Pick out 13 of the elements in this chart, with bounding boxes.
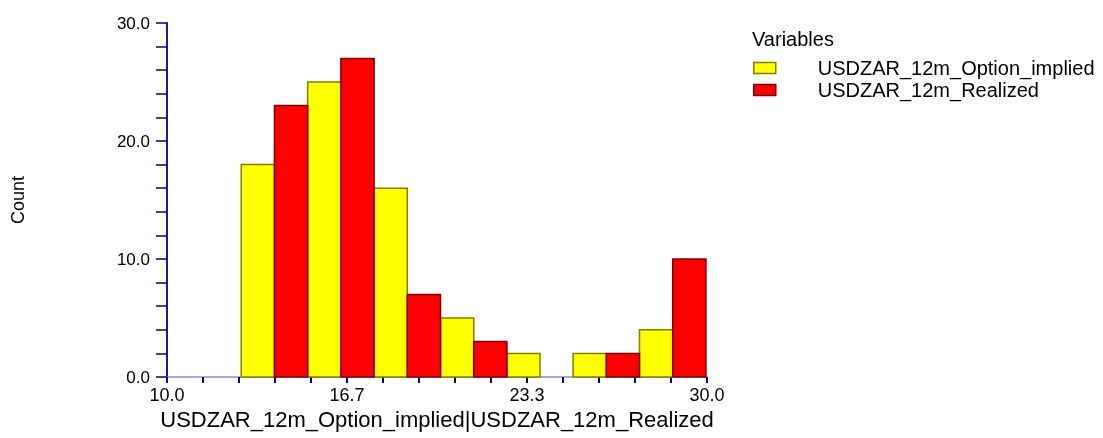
y-tick-label: 20.0 [116,131,150,151]
x-axis-title: USDZAR_12m_Option_implied|USDZAR_12m_Realized [160,407,714,433]
legend-title: Variables [752,28,834,50]
x-tick-label: 10.0 [149,385,185,405]
x-tick-label: 30.0 [689,385,725,405]
y-axis-title: Count [8,175,28,225]
legend-label: USDZAR_12m_Realized [817,79,1039,102]
x-tick-label: 23.3 [509,385,545,405]
y-tick-label: 0.0 [126,367,150,387]
y-tick-label: 10.0 [116,249,150,269]
y-tick-label: 30.0 [116,13,150,33]
legend-label: USDZAR_12m_Option_implied [817,57,1095,80]
x-tick-label: 16.7 [329,385,365,405]
